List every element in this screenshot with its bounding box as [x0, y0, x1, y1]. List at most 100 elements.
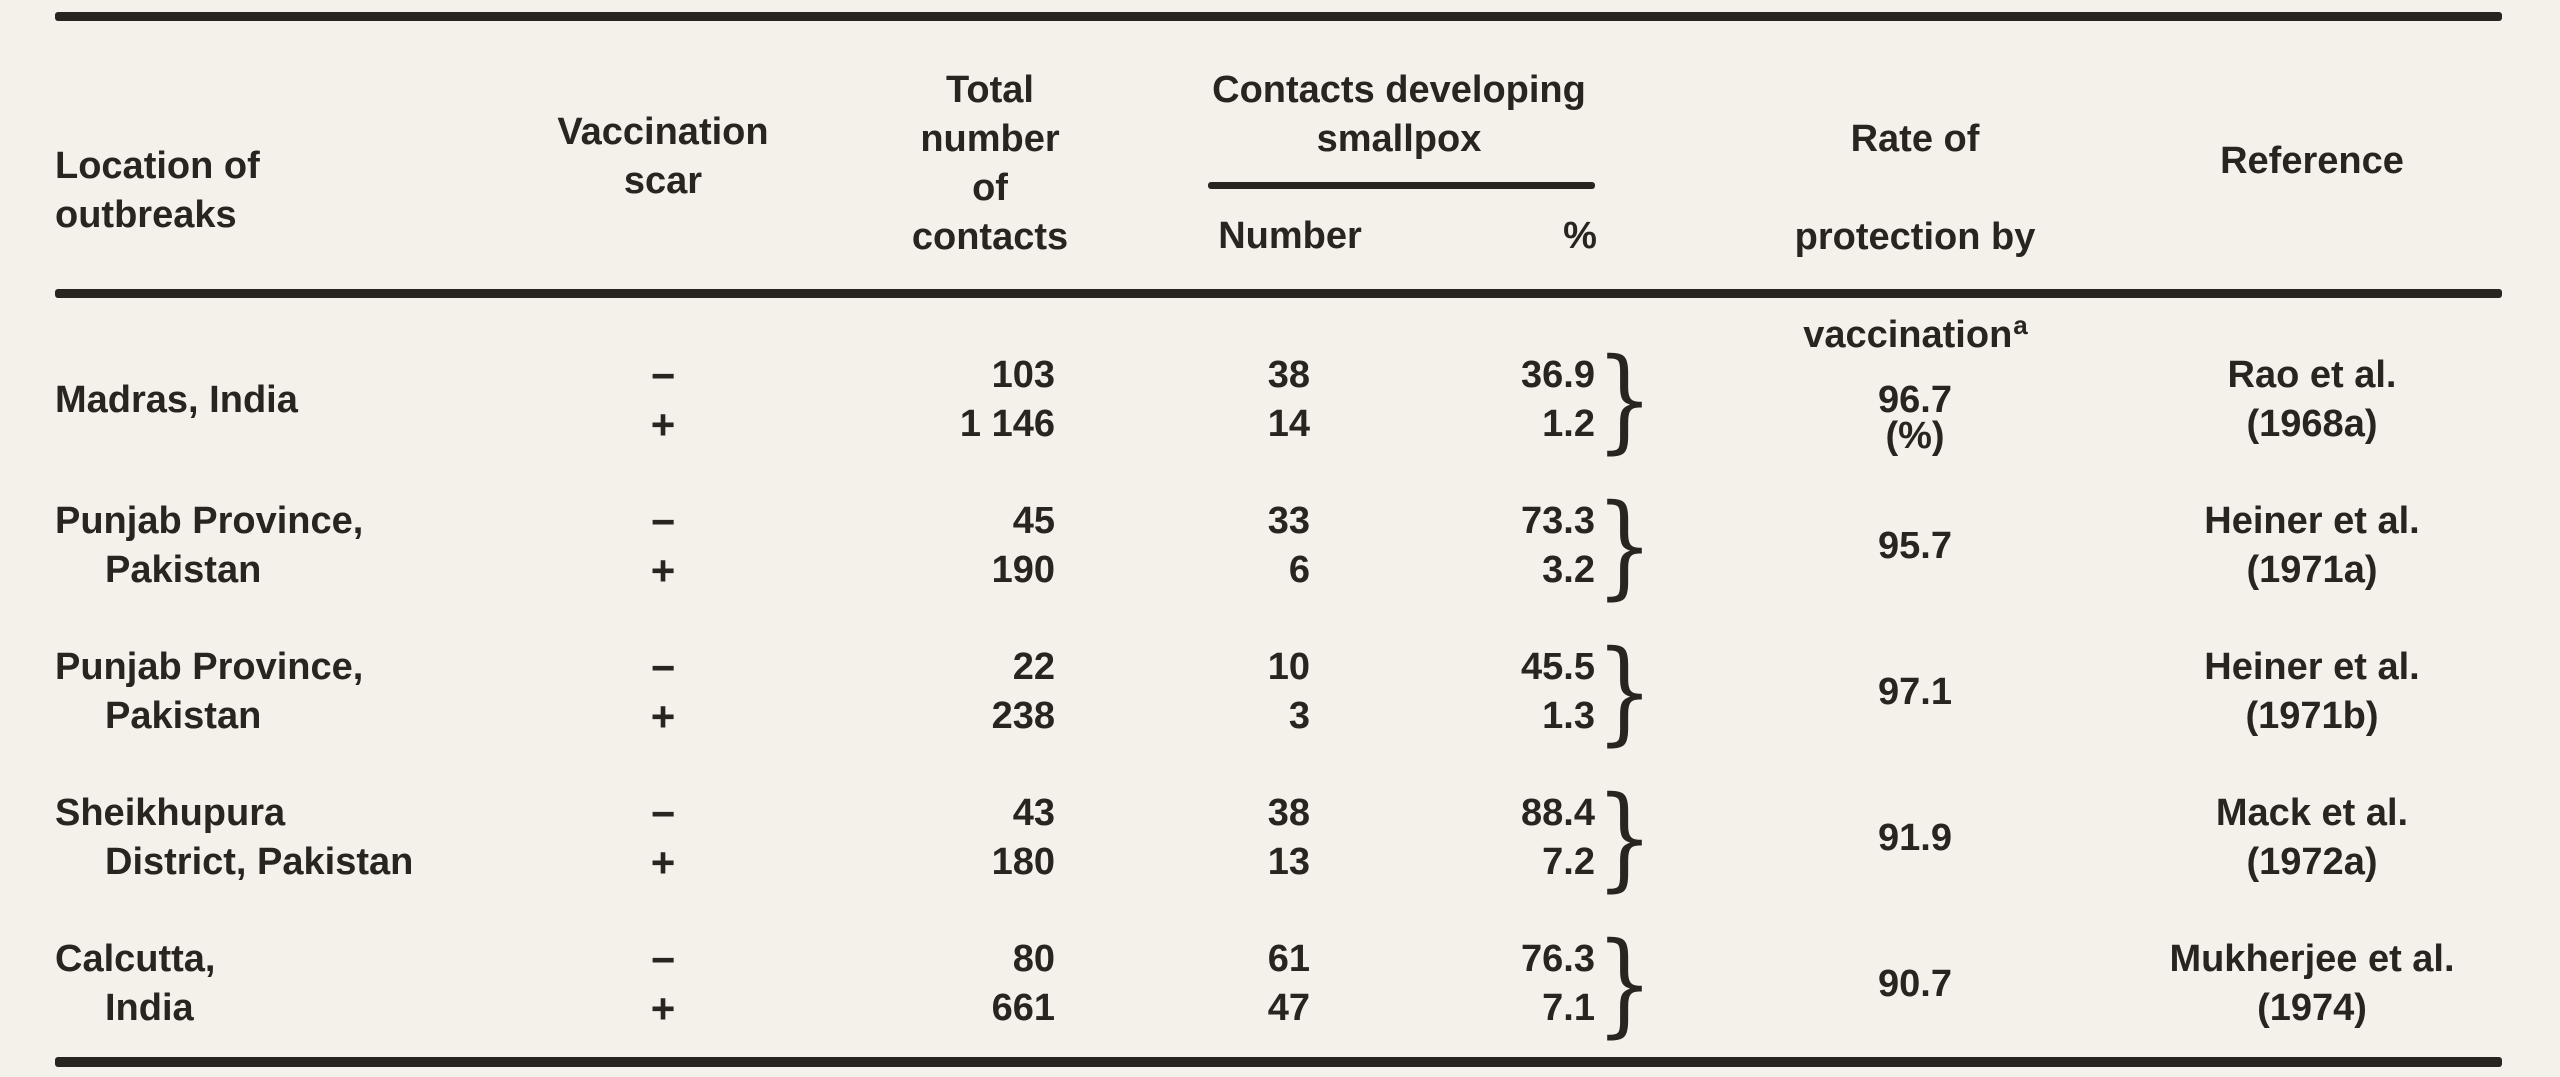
- contacts-group-underline: [1208, 182, 1595, 189]
- grouping-brace: }: [1596, 765, 1676, 911]
- reference-cell: Rao et al. (1968a): [2162, 327, 2462, 473]
- location-line2: Pakistan: [105, 695, 262, 737]
- brace-glyph: }: [1596, 773, 1654, 903]
- header-location: Location of outbreaks: [55, 145, 260, 236]
- rate-footnote-marker: a: [2013, 310, 2028, 340]
- reference-year: (1972a): [2246, 841, 2378, 883]
- location-cell: Punjab Province, Pakistan: [55, 473, 525, 619]
- scar-positive-sign: +: [650, 401, 676, 448]
- protection-rate-value: 97.1: [1878, 670, 1952, 713]
- reference-year: (1971a): [2246, 549, 2378, 591]
- percent-pos: 1.3: [1542, 695, 1595, 737]
- brace-glyph: }: [1596, 481, 1654, 611]
- reference-authors: Heiner et al.: [2204, 646, 2420, 688]
- total-neg: 45: [1012, 500, 1055, 542]
- brace-glyph: }: [1596, 335, 1654, 465]
- header-number: Number: [1218, 215, 1362, 257]
- total-pos: 1 146: [959, 403, 1055, 445]
- table-row: Punjab Province, Pakistan − + 45 190 33 …: [0, 473, 2560, 619]
- location-line1: Calcutta,: [55, 938, 216, 980]
- location-cell: Madras, India: [55, 327, 525, 473]
- number-neg: 38: [1267, 354, 1310, 396]
- location-line2: District, Pakistan: [105, 841, 414, 883]
- protection-rate-cell: 95.7: [1765, 473, 2065, 619]
- rate-header-line4: (%): [1885, 415, 1945, 457]
- scar-positive-sign: +: [650, 839, 676, 886]
- total-contacts-cell: 103 1 146: [850, 327, 1055, 473]
- percent-pos: 7.1: [1542, 987, 1595, 1029]
- header-rate-of-protection: Rate of protection by vaccinationa (%): [1765, 66, 2065, 461]
- total-pos: 238: [991, 695, 1055, 737]
- location-line1: Punjab Province,: [55, 646, 364, 688]
- header-contacts-developing-smallpox: Contacts developing smallpox: [1212, 69, 1586, 160]
- location-line1: Madras, India: [55, 378, 298, 421]
- location-cell: Sheikhupura District, Pakistan: [55, 765, 525, 911]
- reference-authors: Heiner et al.: [2204, 500, 2420, 542]
- rate-header-line3: vaccination: [1803, 314, 2013, 356]
- table-header-rule: [55, 289, 2502, 298]
- percent-neg: 45.5: [1521, 646, 1595, 688]
- scar-negative-sign: −: [650, 936, 676, 983]
- total-neg: 22: [1012, 646, 1055, 688]
- header-percent: %: [1563, 215, 1597, 257]
- total-contacts-cell: 43 180: [850, 765, 1055, 911]
- scar-cell: − +: [588, 911, 738, 1057]
- protection-rate-value: 95.7: [1878, 524, 1952, 567]
- protection-rate-cell: 96.7: [1765, 327, 2065, 473]
- scar-negative-sign: −: [650, 644, 676, 691]
- reference-authors: Mukherjee et al.: [2169, 938, 2455, 980]
- scar-cell: − +: [588, 765, 738, 911]
- reference-cell: Mukherjee et al. (1974): [2162, 911, 2462, 1057]
- percent-pos: 3.2: [1542, 549, 1595, 591]
- scar-cell: − +: [588, 619, 738, 765]
- header-total-contacts: Total number of contacts: [911, 69, 1069, 258]
- percent-cell: 76.3 7.1: [1425, 911, 1595, 1057]
- number-pos: 47: [1267, 987, 1310, 1029]
- grouping-brace: }: [1596, 911, 1676, 1057]
- location-line2: Pakistan: [105, 549, 262, 591]
- total-contacts-cell: 45 190: [850, 473, 1055, 619]
- header-reference: Reference: [2220, 140, 2404, 182]
- percent-pos: 7.2: [1542, 841, 1595, 883]
- percent-cell: 73.3 3.2: [1425, 473, 1595, 619]
- number-pos: 3: [1288, 695, 1310, 737]
- percent-pos: 1.2: [1542, 403, 1595, 445]
- table-bottom-rule: [55, 1057, 2502, 1067]
- table-top-rule: [55, 12, 2502, 21]
- percent-neg: 88.4: [1521, 792, 1595, 834]
- number-cell: 38 13: [1145, 765, 1310, 911]
- protection-rate-cell: 90.7: [1765, 911, 2065, 1057]
- rate-header-line1: Rate of: [1850, 118, 1980, 160]
- total-neg: 43: [1012, 792, 1055, 834]
- table-row: Sheikhupura District, Pakistan − + 43 18…: [0, 765, 2560, 911]
- percent-cell: 45.5 1.3: [1425, 619, 1595, 765]
- rate-header-line2: protection by: [1794, 216, 2036, 258]
- number-cell: 10 3: [1145, 619, 1310, 765]
- header-vaccination-scar: Vaccination scar: [557, 111, 769, 202]
- reference-authors: Rao et al.: [2227, 354, 2397, 396]
- scar-negative-sign: −: [650, 498, 676, 545]
- location-line2: India: [105, 987, 194, 1029]
- scar-positive-sign: +: [650, 547, 676, 594]
- brace-glyph: }: [1596, 919, 1654, 1049]
- percent-cell: 88.4 7.2: [1425, 765, 1595, 911]
- percent-cell: 36.9 1.2: [1425, 327, 1595, 473]
- location-cell: Punjab Province, Pakistan: [55, 619, 525, 765]
- scar-positive-sign: +: [650, 693, 676, 740]
- table-row: Madras, India − + 103 1 146 38 14 36.9 1…: [0, 327, 2560, 473]
- reference-cell: Heiner et al. (1971b): [2162, 619, 2462, 765]
- percent-neg: 76.3: [1521, 938, 1595, 980]
- total-pos: 190: [991, 549, 1055, 591]
- scar-cell: − +: [588, 327, 738, 473]
- brace-glyph: }: [1596, 627, 1654, 757]
- total-contacts-cell: 80 661: [850, 911, 1055, 1057]
- number-neg: 61: [1267, 938, 1310, 980]
- total-contacts-cell: 22 238: [850, 619, 1055, 765]
- grouping-brace: }: [1596, 327, 1676, 473]
- number-cell: 33 6: [1145, 473, 1310, 619]
- protection-rate-cell: 97.1: [1765, 619, 2065, 765]
- protection-rate-value: 91.9: [1878, 816, 1952, 859]
- reference-year: (1974): [2257, 987, 2367, 1029]
- number-neg: 33: [1267, 500, 1310, 542]
